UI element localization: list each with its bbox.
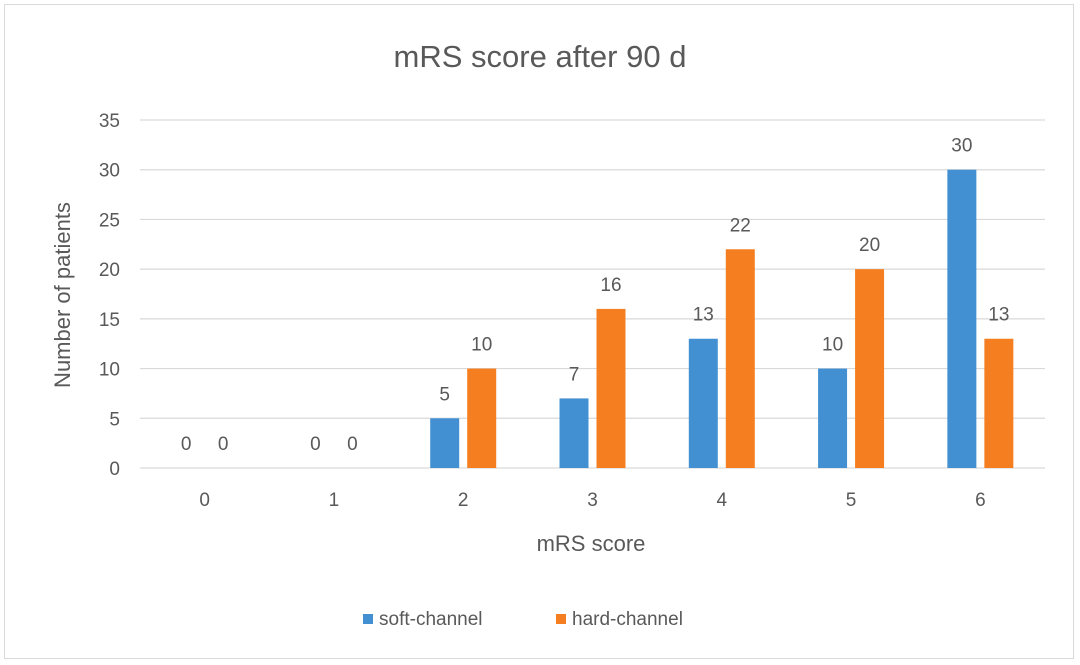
legend-label-hard-channel: hard-channel <box>572 609 683 630</box>
data-label-hard-channel: 10 <box>471 335 492 356</box>
y-tick-label: 0 <box>109 459 120 480</box>
bar-soft-channel <box>818 368 848 468</box>
x-tick-label: 4 <box>716 490 727 511</box>
chart-title: mRS score after 90 d <box>394 39 687 74</box>
bar-hard-channel <box>467 368 497 468</box>
bar-soft-channel <box>688 338 718 468</box>
gridlines <box>140 119 1045 469</box>
data-label-hard-channel: 13 <box>988 305 1009 326</box>
bars <box>430 169 1014 468</box>
x-axis-ticks: 0 1 2 3 4 5 6 <box>199 490 985 511</box>
y-tick-label: 20 <box>99 260 120 281</box>
bar-soft-channel <box>947 169 977 468</box>
y-tick-label: 5 <box>109 409 120 430</box>
y-tick-label: 30 <box>99 161 120 182</box>
data-label-soft-channel: 0 <box>181 434 192 455</box>
x-tick-label: 3 <box>587 490 598 511</box>
legend: soft-channel hard-channel <box>363 609 683 630</box>
bar-hard-channel <box>984 338 1014 468</box>
data-label-hard-channel: 20 <box>859 235 880 256</box>
y-tick-label: 15 <box>99 310 120 331</box>
bar-hard-channel <box>855 269 885 468</box>
legend-label-soft-channel: soft-channel <box>379 609 483 630</box>
x-tick-label: 5 <box>846 490 857 511</box>
bar-soft-channel <box>430 418 460 468</box>
x-tick-label: 1 <box>329 490 340 511</box>
x-tick-label: 6 <box>975 490 986 511</box>
bar-soft-channel <box>559 398 589 468</box>
y-tick-label: 25 <box>99 210 120 231</box>
data-label-hard-channel: 0 <box>218 434 229 455</box>
data-label-soft-channel: 10 <box>822 335 843 356</box>
data-label-hard-channel: 0 <box>347 434 358 455</box>
y-tick-label: 10 <box>99 360 120 381</box>
bar-hard-channel <box>596 308 626 468</box>
data-label-hard-channel: 16 <box>600 275 621 296</box>
data-label-soft-channel: 7 <box>569 364 580 385</box>
bar-hard-channel <box>725 249 755 468</box>
y-axis-label: Number of patients <box>50 202 75 388</box>
y-tick-label: 35 <box>99 111 120 132</box>
chart-frame <box>4 4 1074 659</box>
y-axis-ticks: 0 5 10 15 20 25 30 35 <box>99 111 120 480</box>
data-label-hard-channel: 22 <box>730 215 751 236</box>
data-label-soft-channel: 30 <box>951 136 972 157</box>
x-tick-label: 2 <box>458 490 469 511</box>
legend-swatch-hard-channel <box>556 614 566 624</box>
legend-swatch-soft-channel <box>363 614 373 624</box>
x-tick-label: 0 <box>199 490 210 511</box>
data-label-soft-channel: 0 <box>310 434 321 455</box>
data-label-soft-channel: 5 <box>439 384 450 405</box>
data-label-soft-channel: 13 <box>693 305 714 326</box>
data-labels: 0 0 5 7 13 10 30 0 0 10 16 22 20 13 <box>181 136 1010 455</box>
x-axis-label: mRS score <box>537 531 646 556</box>
